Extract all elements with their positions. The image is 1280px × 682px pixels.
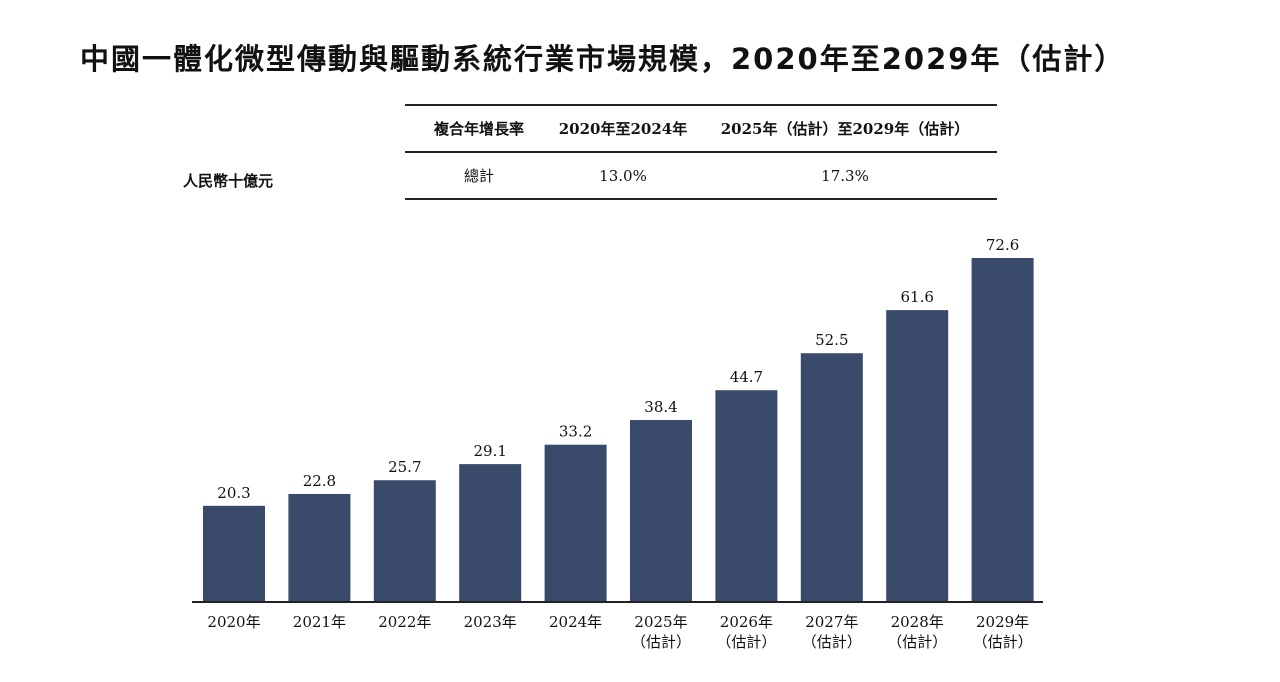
bar: [971, 258, 1034, 602]
x-tick-label: 2029年: [976, 613, 1029, 631]
cagr-header-period-2: 2025年（估計）至2029年（估計）: [720, 120, 970, 138]
x-tick-label: （估計）: [631, 633, 691, 651]
x-tick-label: （估計）: [887, 633, 947, 651]
cagr-row-label: 總計: [463, 167, 494, 185]
bar: [203, 505, 265, 602]
bar: [800, 353, 863, 602]
bar-value-label: 22.8: [303, 472, 336, 490]
bar-value-label: 29.1: [473, 442, 506, 460]
x-tick-label: 2026年: [720, 613, 773, 631]
x-tick-label: 2022年: [378, 613, 431, 631]
unit-label: 人民幣十億元: [183, 172, 274, 190]
cagr-total-row: 總計 13.0% 17.3%: [405, 153, 997, 198]
x-tick-label: 2025年: [634, 613, 687, 631]
x-tick-label: （估計）: [802, 633, 862, 651]
cagr-value-period-2: 17.3%: [821, 166, 869, 185]
x-tick-label: 2023年: [464, 613, 517, 631]
x-tick-label: 2021年: [293, 613, 346, 631]
bar-value-label: 20.3: [217, 484, 250, 502]
bar: [715, 390, 778, 602]
x-tick-label: 2020年: [207, 613, 260, 631]
bar: [288, 493, 351, 602]
bar-value-label: 44.7: [730, 368, 763, 386]
x-tick-label: 2024年: [549, 613, 602, 631]
chart-title: 中國一體化微型傳動與驅動系統行業市場規模，2020年至2029年（估計）: [80, 42, 1126, 76]
bar-value-label: 61.6: [900, 288, 933, 306]
bar-value-label: 33.2: [559, 423, 592, 441]
bar-value-label: 38.4: [644, 398, 677, 416]
cagr-header-period-1: 2020年至2024年: [558, 120, 688, 138]
cagr-value-period-1: 13.0%: [599, 166, 647, 185]
x-tick-label: （估計）: [716, 633, 776, 651]
cagr-header-label: 複合年增長率: [433, 120, 524, 138]
bar-value-label: 72.6: [986, 236, 1019, 254]
cagr-table: 複合年增長率 2020年至2024年 2025年（估計）至2029年（估計） 總…: [405, 104, 997, 200]
bar: [544, 444, 607, 602]
bar: [630, 420, 692, 602]
bar: [373, 480, 436, 602]
bar: [459, 464, 522, 602]
x-tick-label: 2028年: [891, 613, 944, 631]
x-tick-label: 2027年: [805, 613, 858, 631]
bar-value-label: 25.7: [388, 458, 421, 476]
bar-value-label: 52.5: [815, 331, 848, 349]
x-tick-label: （估計）: [973, 633, 1033, 651]
cagr-header-row: 複合年增長率 2020年至2024年 2025年（估計）至2029年（估計）: [405, 106, 997, 153]
bar: [886, 310, 949, 602]
